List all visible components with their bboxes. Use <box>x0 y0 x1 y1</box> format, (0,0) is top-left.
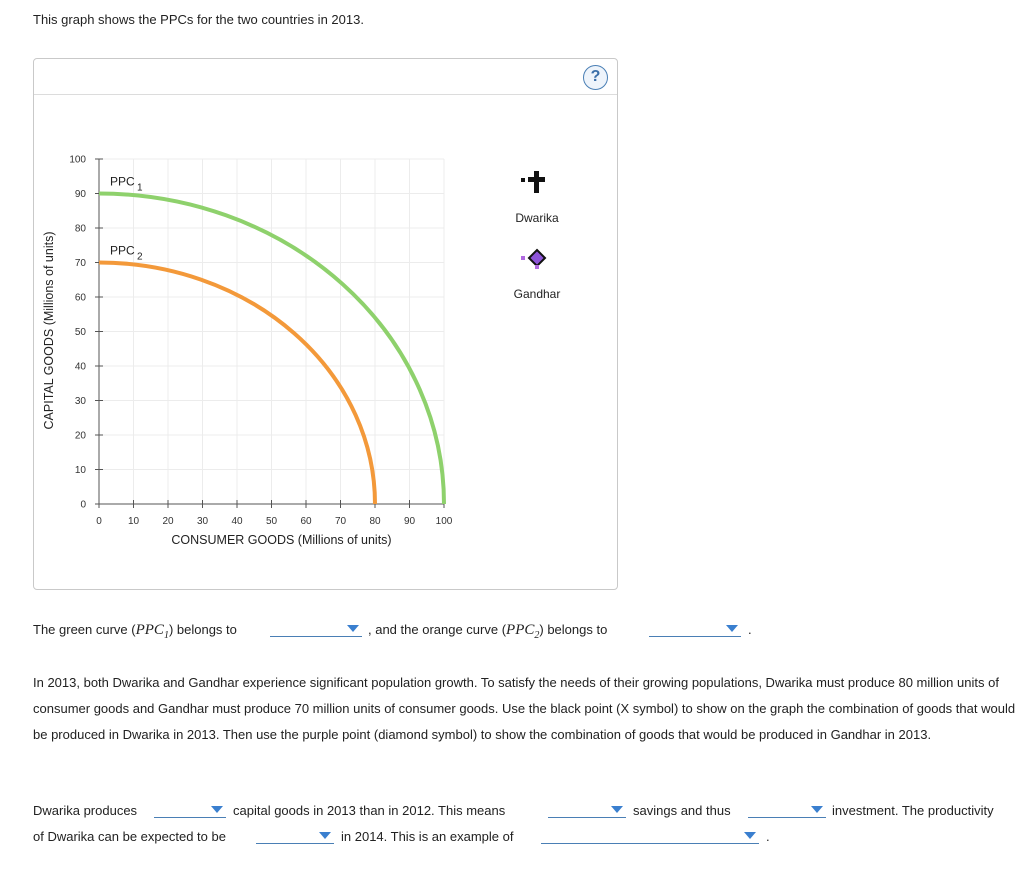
green-curve-country-dropdown[interactable] <box>270 621 362 637</box>
chevron-down-icon <box>319 832 331 839</box>
x-tick-label: 0 <box>96 516 102 527</box>
capital-goods-comparison-dropdown[interactable] <box>154 802 226 818</box>
chevron-down-icon <box>744 832 756 839</box>
x-axis-title: CONSUMER GOODS (Millions of units) <box>171 533 391 547</box>
plus-icon[interactable] <box>528 171 545 189</box>
y-tick-label: 30 <box>75 396 87 407</box>
q2-text-c: savings and thus <box>633 803 731 818</box>
graph-toolbar: ? <box>34 59 617 95</box>
q2-end: . <box>766 829 770 844</box>
ppc1-subscript: 1 <box>163 630 169 641</box>
chevron-down-icon <box>211 806 223 813</box>
q2-text-d: investment. The productivity <box>832 803 994 818</box>
dwarika-drag-handle-bottom[interactable] <box>534 189 539 193</box>
y-tick-label: 90 <box>75 189 87 200</box>
ppc-label-1: PPC <box>110 175 135 189</box>
y-tick-label: 60 <box>75 293 87 304</box>
x-tick-label: 10 <box>128 516 140 527</box>
legend-label-dwarika: Dwarika <box>515 211 559 225</box>
x-tick-label: 100 <box>436 516 453 527</box>
x-tick-label: 20 <box>162 516 174 527</box>
economic-concept-dropdown[interactable] <box>541 828 759 844</box>
q1-end: . <box>748 622 752 637</box>
gandhar-drag-handle-bottom[interactable] <box>535 265 539 269</box>
legend-label-gandhar: Gandhar <box>514 287 561 301</box>
y-tick-label: 80 <box>75 224 87 235</box>
q2-text-e: of Dwarika can be expected to be <box>33 829 226 844</box>
q1-text-a: The green curve ( <box>33 622 136 637</box>
productivity-dropdown[interactable] <box>256 828 334 844</box>
q2-text-a: Dwarika produces <box>33 803 138 818</box>
gandhar-drag-handle[interactable] <box>521 256 525 260</box>
investment-dropdown[interactable] <box>748 802 826 818</box>
y-tick-label: 0 <box>80 500 86 511</box>
question-1b: , and the orange curve (PPC2) belongs to <box>368 622 607 641</box>
x-tick-label: 90 <box>404 516 416 527</box>
ppc-label-subscript-1: 1 <box>137 183 143 194</box>
help-button[interactable]: ? <box>583 65 608 90</box>
chevron-down-icon <box>726 625 738 632</box>
q2-text-f: in 2014. This is an example of <box>341 829 514 844</box>
q2-text-b: capital goods in 2013 than in 2012. This… <box>233 803 506 818</box>
chevron-down-icon <box>347 625 359 632</box>
ppc-label-subscript-2: 2 <box>137 252 143 263</box>
chevron-down-icon <box>811 806 823 813</box>
orange-curve-country-dropdown[interactable] <box>649 621 741 637</box>
savings-dropdown[interactable] <box>548 802 626 818</box>
q1-text-c: , and the orange curve ( <box>368 622 507 637</box>
y-tick-label: 50 <box>75 327 87 338</box>
ppc-curve-1 <box>98 191 446 505</box>
y-axis-title: CAPITAL GOODS (Millions of units) <box>42 232 56 430</box>
y-tick-label: 40 <box>75 362 87 373</box>
ppc-chart: 0 10 20 30 40 50 60 70 80 90 100 0 10 20 30 40 50 60 70 80 9… <box>42 155 561 548</box>
ppc2-label: PPC <box>506 622 535 638</box>
y-tick-label: 10 <box>75 465 87 476</box>
y-tick-label: 70 <box>75 258 87 269</box>
ppc-curve-2 <box>98 260 377 505</box>
y-tick-label: 20 <box>75 431 87 442</box>
ppc2-subscript: 2 <box>534 630 540 641</box>
instructions-paragraph: In 2013, both Dwarika and Gandhar experi… <box>33 675 1016 742</box>
graph-panel: ? <box>33 58 618 590</box>
chevron-down-icon <box>611 806 623 813</box>
x-tick-label: 80 <box>369 516 381 527</box>
x-tick-label: 40 <box>231 516 243 527</box>
q1-text-b: ) belongs to <box>168 622 237 637</box>
x-tick-label: 30 <box>197 516 209 527</box>
x-tick-label: 70 <box>335 516 347 527</box>
q1-text-d: ) belongs to <box>539 622 608 637</box>
ppc1-label: PPC <box>135 622 164 638</box>
x-tick-label: 60 <box>300 516 312 527</box>
question-1: The green curve (PPC1) belongs to <box>33 622 237 641</box>
x-tick-label: 50 <box>266 516 278 527</box>
ppc-label-2: PPC <box>110 244 135 258</box>
diamond-icon[interactable] <box>527 248 547 268</box>
intro-text: This graph shows the PPCs for the two co… <box>33 12 364 27</box>
y-tick-label: 100 <box>69 155 86 166</box>
dwarika-drag-handle[interactable] <box>521 178 525 182</box>
